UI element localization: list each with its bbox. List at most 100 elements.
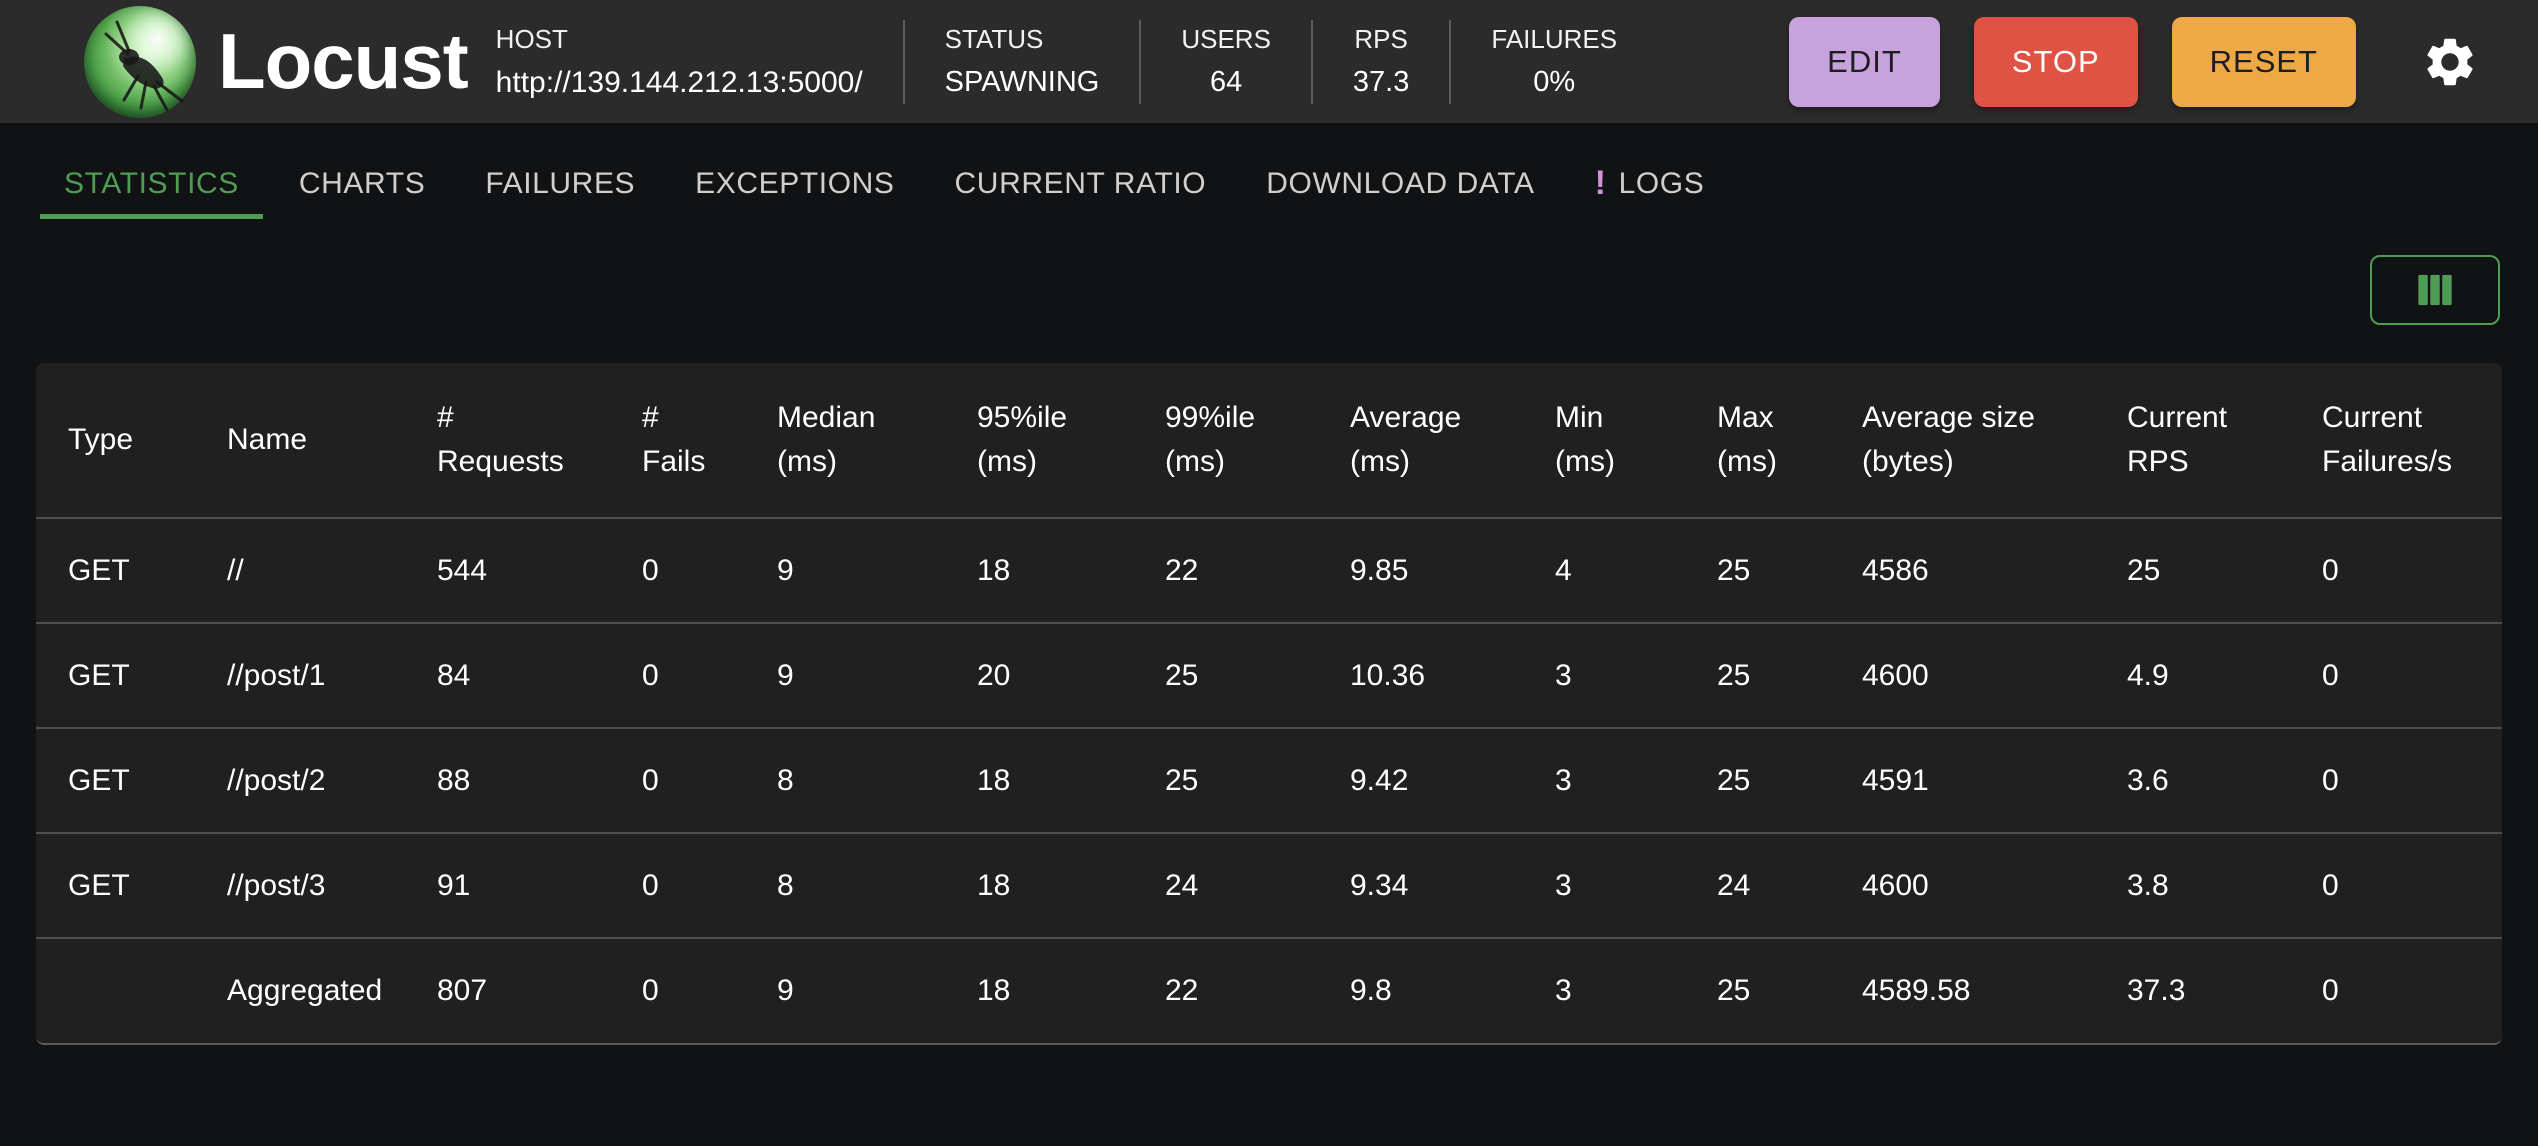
table-cell: 9.85	[1318, 517, 1523, 623]
failures-label: FAILURES	[1491, 24, 1618, 54]
col-header-requests[interactable]: # Requests	[437, 401, 564, 478]
table-cell: 25	[1685, 937, 1830, 1043]
reset-button[interactable]: RESET	[2171, 16, 2356, 107]
table-cell: 25	[1685, 727, 1830, 833]
tab-download-data[interactable]: DOWNLOAD DATA	[1242, 153, 1558, 219]
edit-button[interactable]: EDIT	[1789, 16, 1940, 107]
table-cell: 22	[1133, 937, 1318, 1043]
status-label: STATUS	[944, 24, 1044, 54]
tab-current-ratio[interactable]: CURRENT RATIO	[931, 153, 1231, 219]
settings-button[interactable]	[2418, 30, 2482, 94]
tab-bar: STATISTICS CHARTS FAILURES EXCEPTIONS CU…	[0, 123, 2538, 219]
table-cell: 0	[610, 832, 745, 938]
table-cell: GET	[36, 832, 195, 938]
table-cell: //	[195, 517, 405, 623]
columns-icon	[2418, 274, 2452, 306]
table-cell: 3	[1523, 832, 1685, 938]
table-cell: 91	[405, 832, 610, 938]
table-cell: 4591	[1830, 727, 2095, 833]
table-cell: 3.6	[2095, 727, 2290, 833]
table-cell: 9.42	[1318, 727, 1523, 833]
table-cell: 25	[1133, 622, 1318, 728]
table-cell: GET	[36, 622, 195, 728]
col-header-median[interactable]: Median (ms)	[777, 401, 876, 478]
tab-logs[interactable]: ! LOGS	[1571, 153, 1729, 219]
tab-label: STATISTICS	[64, 166, 239, 200]
table-row: GET //post/2 88 0 8 18 25 9.42 3 25 4591…	[36, 727, 2502, 833]
col-header-name[interactable]: Name	[227, 423, 308, 456]
col-header-99ile[interactable]: 99%ile (ms)	[1165, 401, 1256, 478]
gear-icon	[2427, 38, 2473, 85]
table-cell: 9.8	[1318, 937, 1523, 1043]
table-cell: 37.3	[2095, 937, 2290, 1043]
divider	[902, 19, 905, 104]
tab-charts[interactable]: CHARTS	[275, 153, 449, 219]
table-cell: GET	[36, 517, 195, 623]
exclamation-badge-icon: !	[1594, 164, 1607, 202]
table-cell: 84	[405, 622, 610, 728]
table-cell: 25	[2095, 517, 2290, 623]
statistics-table: Type Name # Requests # Fails Median (ms) 95…	[36, 363, 2502, 1043]
table-cell: 0	[2290, 517, 2502, 623]
tab-exceptions[interactable]: EXCEPTIONS	[671, 153, 918, 219]
col-header-current-failures[interactable]: Current Failures/s	[2322, 401, 2453, 478]
table-cell: 0	[610, 937, 745, 1043]
stat-users: USERS 64	[1147, 26, 1305, 97]
stop-button[interactable]: STOP	[1973, 16, 2138, 107]
col-header-min[interactable]: Min (ms)	[1555, 401, 1615, 478]
col-header-avg-size[interactable]: Average size (bytes)	[1862, 401, 2035, 478]
table-cell: 25	[1685, 517, 1830, 623]
users-label: USERS	[1181, 24, 1271, 54]
brand-title: Locust	[218, 17, 469, 105]
tab-statistics[interactable]: STATISTICS	[40, 153, 263, 219]
table-cell: 22	[1133, 517, 1318, 623]
table-cell: 8	[745, 727, 945, 833]
table-cell: 25	[1685, 622, 1830, 728]
table-row: GET //post/3 91 0 8 18 24 9.34 3 24 4600…	[36, 832, 2502, 938]
table-cell: 10.36	[1318, 622, 1523, 728]
table-cell: 24	[1685, 832, 1830, 938]
table-cell: 24	[1133, 832, 1318, 938]
appbar: Locust HOST http://139.144.212.13:5000/ …	[0, 0, 2538, 123]
col-header-current-rps[interactable]: Current RPS	[2127, 401, 2228, 478]
tab-label: FAILURES	[485, 166, 636, 200]
locust-logo	[84, 5, 196, 118]
table-cell: 9	[745, 622, 945, 728]
failures-value: 0%	[1533, 66, 1576, 98]
table-cell: 9	[745, 937, 945, 1043]
table-cell: 4600	[1830, 622, 2095, 728]
table-header-row: Type Name # Requests # Fails Median (ms) 95…	[36, 363, 2502, 518]
divider	[1139, 19, 1142, 104]
divider	[1449, 19, 1452, 104]
tab-label: EXCEPTIONS	[695, 166, 895, 200]
users-value: 64	[1210, 66, 1243, 98]
table-cell: //post/1	[195, 622, 405, 728]
columns-toggle-button[interactable]	[2370, 255, 2500, 325]
table-cell: 4586	[1830, 517, 2095, 623]
col-header-max[interactable]: Max (ms)	[1717, 401, 1777, 478]
col-header-fails[interactable]: # Fails	[642, 401, 706, 478]
table-cell: 544	[405, 517, 610, 623]
table-cell: //post/3	[195, 832, 405, 938]
table-cell: 0	[610, 622, 745, 728]
table-cell: 4.9	[2095, 622, 2290, 728]
table-cell: 3	[1523, 622, 1685, 728]
status-value: SPAWNING	[944, 66, 1100, 98]
col-header-average[interactable]: Average (ms)	[1350, 401, 1462, 478]
table-cell: 9	[745, 517, 945, 623]
rps-value: 37.3	[1352, 66, 1410, 98]
stat-status: STATUS SPAWNING	[911, 26, 1134, 97]
table-cell: 0	[2290, 727, 2502, 833]
table-row-aggregated: Aggregated 807 0 9 18 22 9.8 3 25 4589.5…	[36, 937, 2502, 1043]
table-cell: 0	[610, 517, 745, 623]
table-cell: 0	[2290, 937, 2502, 1043]
tab-label: DOWNLOAD DATA	[1266, 166, 1535, 200]
table-cell: Aggregated	[195, 937, 405, 1043]
host-url: http://139.144.212.13:5000/	[495, 65, 863, 99]
col-header-type[interactable]: Type	[68, 423, 134, 456]
tab-failures[interactable]: FAILURES	[461, 153, 659, 219]
col-header-95ile[interactable]: 95%ile (ms)	[977, 401, 1068, 478]
rps-label: RPS	[1354, 24, 1408, 54]
table-row: GET // 544 0 9 18 22 9.85 4 25 4586 25 0	[36, 517, 2502, 623]
table-cell: 88	[405, 727, 610, 833]
